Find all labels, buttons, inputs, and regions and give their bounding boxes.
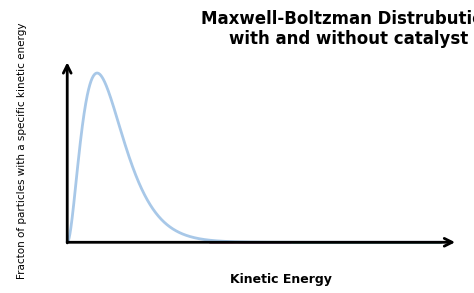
- Text: Fracton of particles with a specific kinetic energy: Fracton of particles with a specific kin…: [17, 23, 27, 279]
- Text: Kinetic Energy: Kinetic Energy: [230, 272, 331, 286]
- Title: Maxwell-Boltzman Distrubution
with and without catalyst: Maxwell-Boltzman Distrubution with and w…: [201, 10, 474, 48]
